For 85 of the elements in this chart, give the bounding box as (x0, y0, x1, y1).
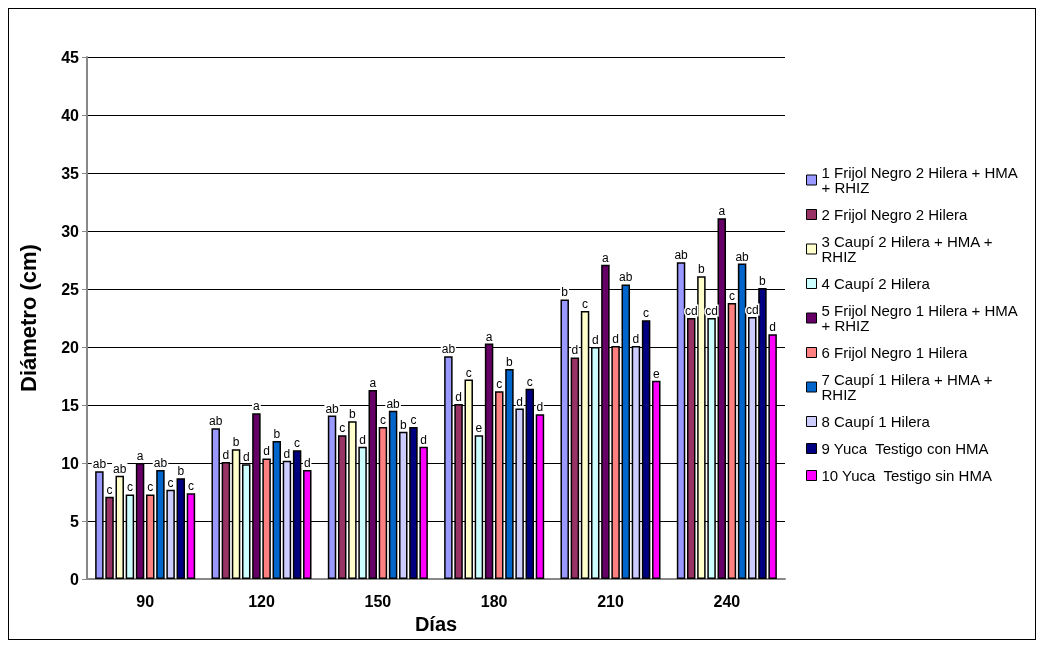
legend-label: 3 Caupí 2 Hilera + HMA + RHIZ (821, 233, 997, 265)
data-label: a (369, 375, 377, 390)
y-tick-label: 5 (70, 512, 80, 530)
legend-label: 5 Frijol Negro 1 Hilera + HMA + RHIZ (821, 302, 1022, 334)
data-label: d (571, 343, 579, 358)
data-label: c (167, 475, 174, 490)
data-label: ab (92, 457, 107, 472)
data-label: b (273, 427, 281, 442)
data-label: a (718, 204, 726, 219)
data-label: ab (674, 248, 689, 263)
legend-label: 8 Caupí 1 Hilera (821, 413, 931, 430)
data-label: ab (441, 342, 456, 357)
data-label: c (147, 480, 154, 495)
legend-label: 1 Frijol Negro 2 Hilera + HMA + RHIZ (821, 164, 1022, 196)
data-label: d (420, 432, 427, 447)
data-label: ab (735, 249, 750, 264)
y-tick-label: 15 (61, 396, 80, 414)
data-label: c (526, 374, 533, 389)
legend-label: 7 Caupí 1 Hilera + HMA + RHIZ (821, 371, 997, 403)
data-label: d (612, 331, 619, 346)
x-tick-label: 240 (713, 592, 741, 610)
data-label: b (506, 355, 514, 370)
data-label: c (339, 421, 346, 436)
y-tick-label: 10 (61, 454, 80, 472)
data-label: d (359, 432, 366, 447)
data-label: d (222, 447, 230, 462)
data-label: c (379, 413, 386, 428)
data-label: b (561, 285, 569, 300)
legend-label: 9 Yuca Testigo con HMA (821, 440, 989, 457)
data-label: c (728, 288, 735, 303)
data-label: d (455, 389, 462, 404)
y-axis-title: Diámetro (cm) (15, 244, 41, 393)
data-label: b (232, 435, 240, 450)
y-tick-label: 30 (61, 222, 80, 240)
data-label: b (349, 407, 357, 422)
data-label: c (496, 377, 503, 392)
data-label: a (136, 449, 144, 464)
data-label: cd (684, 304, 698, 319)
data-label: c (465, 365, 472, 380)
y-tick-label: 0 (70, 570, 80, 588)
legend-label: 4 Caupí 2 Hilera (821, 275, 931, 292)
x-axis-title: Días (414, 613, 458, 635)
data-label: b (698, 262, 706, 277)
legend-label: 10 Yuca Testigo sin HMA (821, 467, 992, 484)
data-label: c (106, 482, 113, 497)
legend-label: 6 Frijol Negro 1 Hilera (821, 344, 969, 361)
data-label: cd (745, 302, 759, 317)
data-label: c (126, 480, 133, 495)
x-tick-label: 150 (364, 592, 392, 610)
legend-label: 2 Frijol Negro 2 Hilera (821, 206, 969, 223)
data-label: b (759, 273, 767, 288)
data-label: c (294, 436, 301, 451)
data-label: d (769, 320, 776, 335)
data-label: b (399, 417, 407, 432)
y-tick-label: 45 (61, 48, 80, 66)
x-tick-label: 180 (480, 592, 508, 610)
data-label: a (253, 399, 261, 414)
data-label: d (263, 444, 270, 459)
data-label: c (582, 297, 589, 312)
y-tick-label: 35 (61, 164, 80, 182)
data-label: a (485, 329, 493, 344)
data-label: b (177, 464, 185, 479)
x-tick-label: 120 (248, 592, 275, 610)
x-tick-label: 210 (597, 592, 624, 610)
x-tick-label: 90 (136, 592, 155, 610)
data-label: d (283, 446, 291, 461)
data-label: d (632, 331, 640, 346)
data-label: e (652, 366, 660, 381)
data-label: d (591, 333, 599, 348)
y-tick-label: 20 (61, 338, 80, 356)
data-label: ab (113, 461, 127, 476)
data-label: c (643, 306, 650, 321)
data-label: c (187, 479, 194, 494)
y-tick-label: 25 (61, 280, 80, 298)
data-label: d (242, 450, 250, 465)
data-label: e (475, 421, 483, 436)
data-label: ab (325, 401, 340, 416)
data-label: d (516, 394, 523, 409)
data-label: ab (619, 270, 633, 285)
data-label: ab (153, 456, 168, 471)
data-label: c (410, 413, 417, 428)
data-label: ab (209, 414, 223, 429)
y-tick-label: 40 (61, 106, 80, 124)
data-label: ab (386, 396, 401, 411)
data-label: a (602, 250, 610, 265)
